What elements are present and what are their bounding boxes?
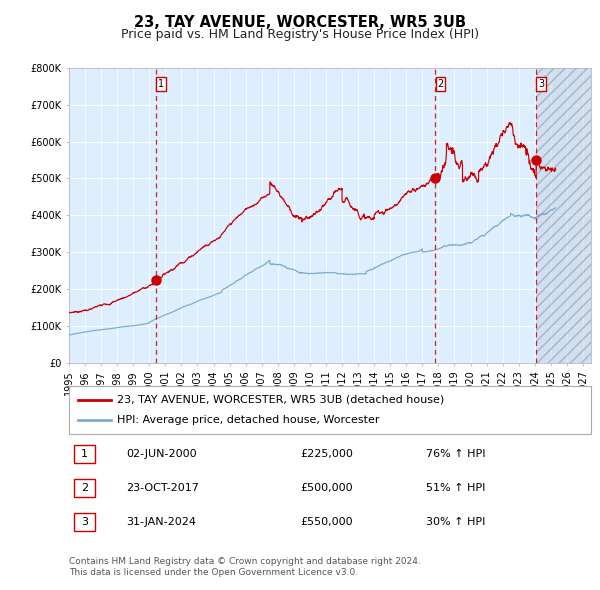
Bar (536, 68, 600, 363)
Text: 51% ↑ HPI: 51% ↑ HPI (426, 483, 485, 493)
Text: 1: 1 (158, 79, 164, 89)
Text: 76% ↑ HPI: 76% ↑ HPI (426, 449, 485, 458)
Text: Contains HM Land Registry data © Crown copyright and database right 2024.: Contains HM Land Registry data © Crown c… (69, 558, 421, 566)
Text: 3: 3 (538, 79, 544, 89)
Text: 23, TAY AVENUE, WORCESTER, WR5 3UB (detached house): 23, TAY AVENUE, WORCESTER, WR5 3UB (deta… (117, 395, 444, 405)
Text: HPI: Average price, detached house, Worcester: HPI: Average price, detached house, Worc… (117, 415, 380, 425)
Text: £550,000: £550,000 (300, 517, 353, 527)
Text: 1: 1 (81, 449, 88, 458)
Text: £225,000: £225,000 (300, 449, 353, 458)
Text: 23, TAY AVENUE, WORCESTER, WR5 3UB: 23, TAY AVENUE, WORCESTER, WR5 3UB (134, 15, 466, 30)
Text: £500,000: £500,000 (300, 483, 353, 493)
Text: Price paid vs. HM Land Registry's House Price Index (HPI): Price paid vs. HM Land Registry's House … (121, 28, 479, 41)
Text: This data is licensed under the Open Government Licence v3.0.: This data is licensed under the Open Gov… (69, 568, 358, 577)
Text: 23-OCT-2017: 23-OCT-2017 (126, 483, 199, 493)
Text: 2: 2 (81, 483, 88, 493)
Text: 3: 3 (81, 517, 88, 527)
Bar (536, 68, 600, 363)
Text: 02-JUN-2000: 02-JUN-2000 (126, 449, 197, 458)
Text: 30% ↑ HPI: 30% ↑ HPI (426, 517, 485, 527)
Text: 31-JAN-2024: 31-JAN-2024 (126, 517, 196, 527)
Text: 2: 2 (437, 79, 443, 89)
